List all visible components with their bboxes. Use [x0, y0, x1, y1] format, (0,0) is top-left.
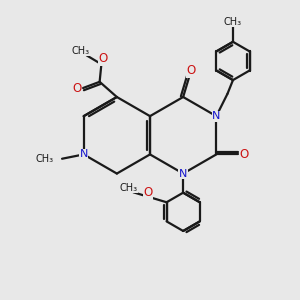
Text: CH₃: CH₃ [224, 17, 242, 27]
Text: N: N [212, 111, 220, 121]
Text: O: O [186, 64, 196, 77]
Text: CH₃: CH₃ [72, 46, 90, 56]
Text: O: O [98, 52, 107, 65]
Text: O: O [73, 82, 82, 94]
Text: O: O [144, 186, 153, 199]
Text: CH₃: CH₃ [36, 154, 54, 164]
Text: CH₃: CH₃ [120, 183, 138, 193]
Text: N: N [80, 149, 88, 159]
Text: N: N [179, 169, 187, 178]
Text: O: O [240, 148, 249, 161]
